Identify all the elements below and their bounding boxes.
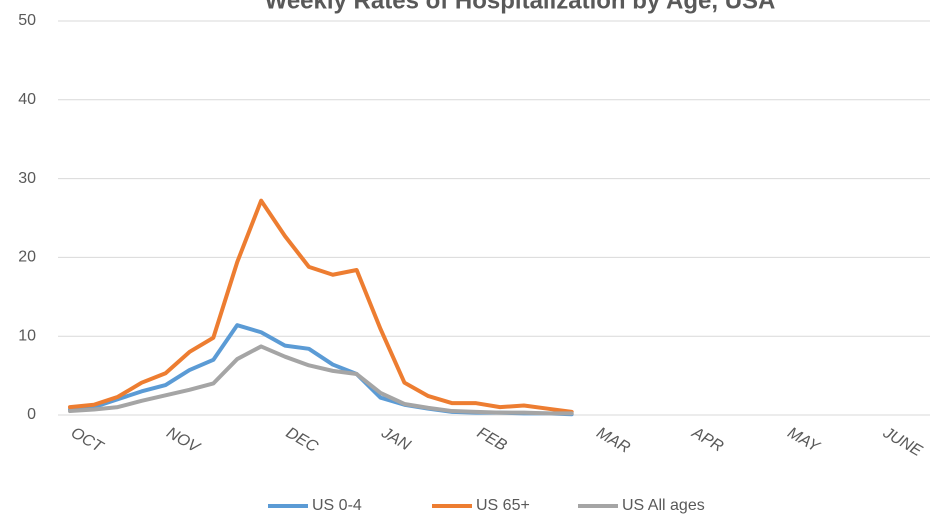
legend-label: US 65+ (476, 497, 530, 514)
y-tick-label: 30 (18, 170, 36, 187)
x-tick-label: MAY (785, 424, 824, 456)
x-tick-label: DEC (283, 424, 321, 456)
line-series (68, 344, 574, 416)
y-tick-label: 40 (18, 91, 36, 108)
chart-title: Weekly Rates of Hospitalization by Age, … (265, 0, 776, 14)
x-tick-label: NOV (163, 424, 203, 457)
line-series (68, 198, 574, 414)
y-tick-label: 0 (27, 406, 36, 423)
y-tick-label: 10 (18, 327, 36, 344)
x-tick-label: JUNE (879, 424, 925, 460)
y-tick-label: 50 (18, 12, 36, 29)
x-tick-label: OCT (68, 424, 107, 456)
x-tick-label: MAR (593, 424, 633, 457)
legend-label: US 0-4 (312, 497, 362, 514)
y-tick-label: 20 (18, 249, 36, 266)
x-tick-label: FEB (474, 424, 510, 454)
legend-label: US All ages (622, 497, 705, 514)
x-tick-label: JAN (378, 424, 414, 455)
x-tick-label: APR (688, 424, 726, 456)
